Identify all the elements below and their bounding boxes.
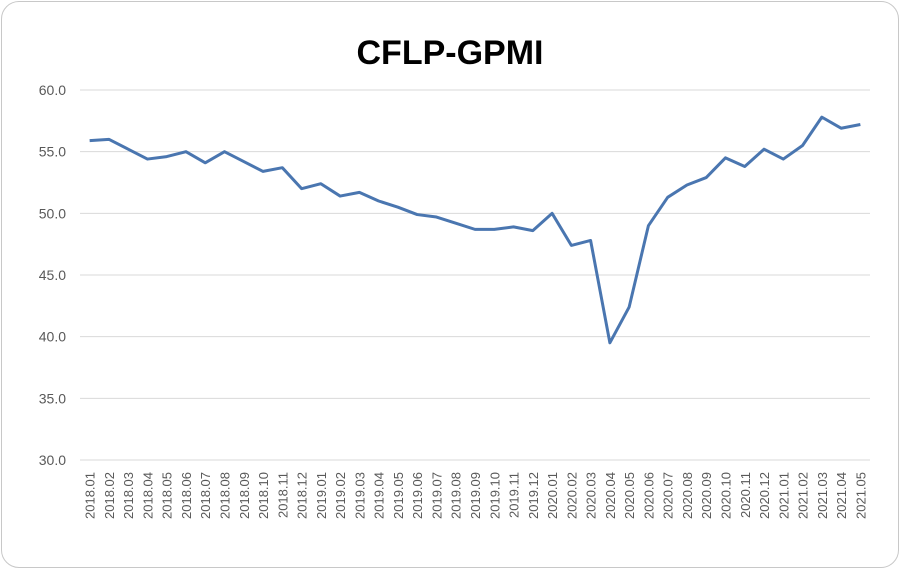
chart-title: CFLP-GPMI (357, 34, 544, 72)
x-tick-label: 2020.06 (641, 472, 656, 519)
x-tick-label: 2020.10 (718, 472, 733, 519)
x-tick-label: 2021.04 (834, 472, 849, 519)
x-tick-label: 2020.09 (699, 472, 714, 519)
x-tick-label: 2018.12 (295, 472, 310, 519)
x-tick-label: 2019.12 (526, 472, 541, 519)
x-tick-label: 2019.06 (410, 472, 425, 519)
x-tick-label: 2019.05 (391, 472, 406, 519)
x-tick-label: 2018.10 (256, 472, 271, 519)
y-tick-label: 50.0 (39, 205, 66, 221)
x-tick-label: 2021.05 (853, 472, 868, 519)
y-tick-label: 35.0 (39, 390, 66, 406)
x-tick-label: 2019.02 (333, 472, 348, 519)
x-tick-label: 2021.02 (796, 472, 811, 519)
x-tick-label: 2020.12 (757, 472, 772, 519)
x-tick-label: 2018.01 (83, 472, 98, 519)
y-tick-label: 40.0 (39, 329, 66, 345)
x-tick-label: 2020.04 (603, 472, 618, 519)
data-line (89, 115, 861, 345)
x-tick-label: 2019.07 (429, 472, 444, 519)
x-tick-label: 2018.06 (179, 472, 194, 519)
x-tick-label: 2020.02 (564, 472, 579, 519)
x-tick-label: 2019.09 (468, 472, 483, 519)
x-tick-label: 2018.03 (121, 472, 136, 519)
x-tick-label: 2020.01 (545, 472, 560, 519)
x-tick-label: 2018.05 (160, 472, 175, 519)
y-tick-label: 60.0 (39, 82, 66, 98)
x-tick-label: 2019.01 (314, 472, 329, 519)
x-tick-label: 2018.11 (275, 472, 290, 518)
x-tick-label: 2018.09 (237, 472, 252, 519)
x-tick-label: 2020.07 (661, 472, 676, 519)
x-tick-label: 2018.02 (102, 472, 117, 519)
x-tick-label: 2019.03 (352, 472, 367, 519)
x-tick-label: 2020.05 (622, 472, 637, 519)
x-tick-label: 2020.11 (738, 472, 753, 518)
y-tick-label: 45.0 (39, 267, 66, 283)
x-tick-label: 2018.08 (218, 472, 233, 519)
y-tick-label: 55.0 (39, 144, 66, 160)
x-tick-label: 2020.08 (680, 472, 695, 519)
y-tick-label: 30.0 (39, 452, 66, 468)
x-tick-label: 2018.07 (198, 472, 213, 519)
x-tick-label: 2019.11 (507, 472, 522, 518)
x-tick-label: 2019.04 (372, 472, 387, 519)
x-tick-label: 2021.01 (776, 472, 791, 519)
x-tick-label: 2020.03 (584, 472, 599, 519)
x-tick-label: 2018.04 (140, 472, 155, 519)
x-tick-label: 2019.10 (487, 472, 502, 519)
x-tick-label: 2021.03 (815, 472, 830, 519)
x-tick-label: 2019.08 (449, 472, 464, 519)
